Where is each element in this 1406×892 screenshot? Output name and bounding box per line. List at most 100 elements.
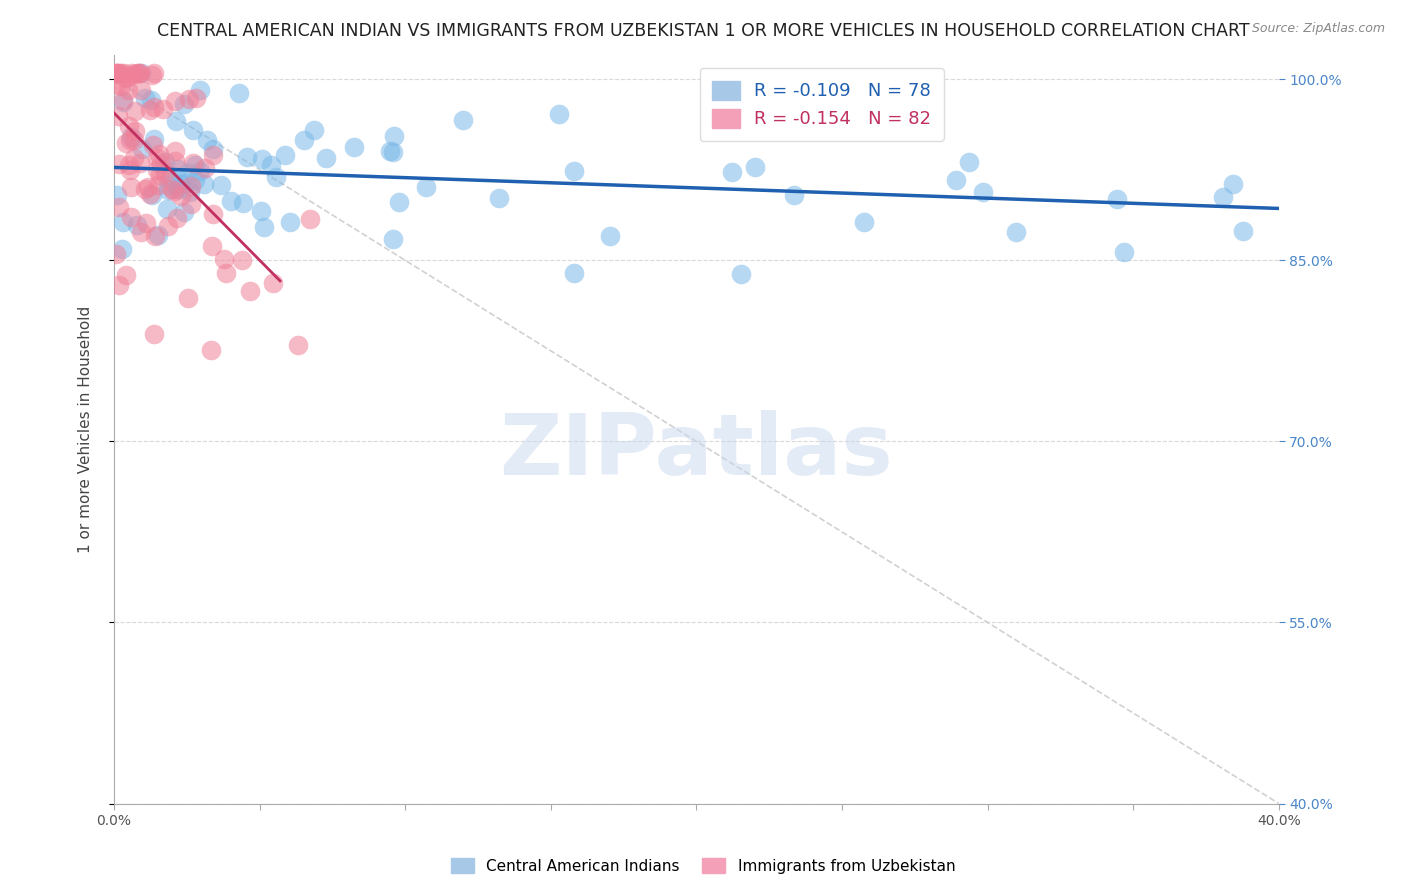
Point bbox=[118, 158, 141, 172]
Point bbox=[720, 165, 742, 179]
Point bbox=[260, 157, 283, 171]
Point bbox=[181, 156, 204, 170]
Point bbox=[107, 109, 129, 123]
Point bbox=[170, 188, 193, 202]
Point bbox=[142, 66, 165, 80]
Point bbox=[194, 161, 217, 176]
Point bbox=[120, 180, 142, 194]
Point bbox=[378, 144, 401, 158]
Point bbox=[104, 66, 127, 80]
Point bbox=[138, 103, 160, 117]
Point bbox=[231, 252, 253, 267]
Text: ZIPatlas: ZIPatlas bbox=[499, 410, 893, 493]
Point bbox=[547, 107, 569, 121]
Point bbox=[1107, 192, 1129, 206]
Text: CENTRAL AMERICAN INDIAN VS IMMIGRANTS FROM UZBEKISTAN 1 OR MORE VEHICLES IN HOUS: CENTRAL AMERICAN INDIAN VS IMMIGRANTS FR… bbox=[156, 22, 1250, 40]
Point bbox=[166, 211, 188, 225]
Point bbox=[112, 215, 135, 229]
Point bbox=[382, 129, 405, 144]
Point bbox=[239, 284, 262, 298]
Point bbox=[142, 138, 165, 153]
Point bbox=[152, 102, 174, 116]
Point bbox=[972, 185, 994, 199]
Point bbox=[177, 92, 200, 106]
Point bbox=[134, 91, 156, 105]
Point bbox=[382, 145, 405, 159]
Point bbox=[200, 343, 222, 357]
Point bbox=[114, 71, 136, 86]
Point bbox=[264, 169, 287, 184]
Point bbox=[134, 182, 156, 196]
Point bbox=[143, 228, 166, 243]
Point bbox=[129, 156, 152, 170]
Point bbox=[564, 163, 586, 178]
Point bbox=[181, 123, 204, 137]
Point bbox=[120, 130, 142, 145]
Point bbox=[112, 66, 135, 80]
Point bbox=[127, 66, 149, 80]
Point bbox=[273, 148, 295, 162]
Point bbox=[202, 142, 225, 156]
Point bbox=[111, 242, 134, 256]
Point bbox=[219, 194, 242, 209]
Point bbox=[165, 114, 187, 128]
Point bbox=[250, 204, 273, 219]
Point bbox=[153, 165, 176, 179]
Point bbox=[122, 133, 145, 147]
Point bbox=[129, 226, 152, 240]
Legend: Central American Indians, Immigrants from Uzbekistan: Central American Indians, Immigrants fro… bbox=[444, 852, 962, 880]
Point bbox=[105, 187, 128, 202]
Point bbox=[146, 152, 169, 166]
Point bbox=[122, 151, 145, 165]
Point bbox=[167, 161, 190, 176]
Point bbox=[488, 191, 510, 205]
Point bbox=[453, 113, 475, 128]
Point bbox=[945, 173, 967, 187]
Point bbox=[1212, 190, 1234, 204]
Point bbox=[121, 66, 143, 80]
Point bbox=[180, 197, 202, 211]
Point bbox=[120, 210, 142, 224]
Point bbox=[253, 219, 276, 234]
Point bbox=[124, 124, 146, 138]
Point bbox=[173, 97, 195, 112]
Point bbox=[562, 266, 585, 280]
Point bbox=[180, 178, 202, 193]
Point bbox=[127, 218, 149, 232]
Point bbox=[184, 91, 207, 105]
Point bbox=[250, 152, 273, 166]
Point bbox=[382, 231, 405, 245]
Point bbox=[160, 182, 183, 196]
Point bbox=[146, 163, 169, 178]
Point bbox=[163, 184, 186, 198]
Point bbox=[108, 200, 131, 214]
Point bbox=[1232, 224, 1254, 238]
Legend: R = -0.109   N = 78, R = -0.154   N = 82: R = -0.109 N = 78, R = -0.154 N = 82 bbox=[700, 68, 943, 141]
Point bbox=[156, 183, 179, 197]
Point bbox=[117, 83, 139, 97]
Point bbox=[298, 211, 321, 226]
Point bbox=[852, 215, 875, 229]
Point bbox=[157, 219, 180, 234]
Point bbox=[166, 180, 188, 194]
Point bbox=[115, 70, 138, 84]
Point bbox=[115, 136, 138, 151]
Point bbox=[165, 144, 187, 158]
Point bbox=[730, 267, 752, 281]
Point bbox=[139, 187, 162, 202]
Point bbox=[135, 216, 157, 230]
Point bbox=[195, 133, 218, 147]
Point bbox=[190, 164, 212, 178]
Point bbox=[159, 171, 181, 186]
Point bbox=[127, 66, 149, 80]
Point bbox=[262, 277, 284, 291]
Point bbox=[292, 133, 315, 147]
Point bbox=[201, 238, 224, 252]
Point bbox=[209, 178, 232, 192]
Point bbox=[415, 180, 437, 194]
Point bbox=[167, 182, 190, 196]
Point bbox=[107, 66, 129, 80]
Point bbox=[215, 266, 238, 280]
Point bbox=[179, 185, 201, 199]
Point bbox=[131, 142, 153, 156]
